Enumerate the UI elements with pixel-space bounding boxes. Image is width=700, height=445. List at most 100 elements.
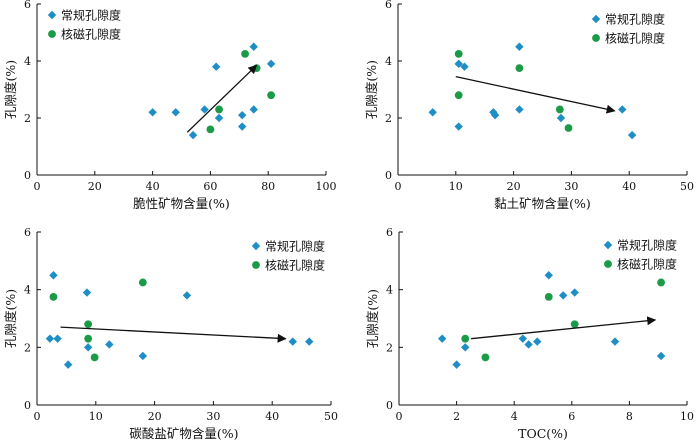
nmr-porosity-point	[49, 292, 58, 301]
x-axis-title: 碳酸盐矿物含量(%)	[129, 426, 238, 441]
legend-circle-icon	[48, 30, 56, 38]
conventional-porosity-point	[438, 334, 447, 343]
legend-label-nmr: 核磁孔隙度	[617, 257, 677, 272]
x-tick-label: 20	[507, 180, 521, 193]
legend-circle-icon	[604, 260, 612, 268]
conventional-porosity-point	[188, 130, 198, 140]
conventional-porosity-point	[249, 105, 258, 114]
nmr-porosity-point	[481, 353, 490, 362]
conventional-porosity-point	[627, 130, 637, 140]
y-tick-label: 2	[24, 341, 31, 354]
conventional-porosity-point	[105, 340, 114, 349]
x-tick-label: 40	[622, 180, 636, 193]
x-tick-label: 2	[453, 410, 460, 423]
nmr-porosity-point	[84, 334, 93, 343]
conventional-porosity-point	[305, 337, 314, 346]
conventional-porosity-point	[570, 288, 579, 297]
y-axis-title: 孔隙度(%)	[364, 60, 379, 119]
legend-diamond-icon	[603, 240, 613, 250]
legend-label-nmr: 核磁孔隙度	[61, 27, 121, 42]
y-tick-label: 6	[385, 0, 392, 11]
conventional-porosity-point	[148, 108, 157, 117]
conventional-porosity-point	[214, 113, 224, 123]
y-tick-label: 4	[386, 284, 393, 297]
nmr-porosity-point	[84, 320, 93, 329]
x-tick-label: 10	[89, 410, 103, 423]
x-tick-label: 6	[568, 410, 575, 423]
conventional-porosity-point	[610, 337, 620, 346]
y-tick-label: 0	[24, 169, 31, 182]
legend-diamond-icon	[591, 14, 601, 24]
legend-diamond-icon	[47, 10, 57, 20]
legend-circle-icon	[252, 261, 260, 269]
conventional-porosity-point	[461, 343, 470, 352]
y-tick-label: 2	[24, 112, 31, 125]
nmr-porosity-point	[241, 49, 249, 58]
nmr-porosity-point	[544, 292, 553, 301]
y-axis-title: 孔隙度(%)	[3, 289, 18, 348]
conventional-porosity-point	[82, 288, 92, 297]
conventional-porosity-point	[83, 343, 93, 352]
y-tick-label: 6	[386, 226, 393, 239]
conventional-porosity-point	[49, 271, 58, 280]
legend-label-conventional: 常规孔隙度	[265, 239, 325, 254]
y-tick-label: 0	[24, 399, 31, 412]
conventional-porosity-point	[63, 360, 73, 369]
x-tick-label: 0	[34, 180, 41, 193]
conventional-porosity-point	[533, 337, 542, 346]
x-tick-label: 10	[449, 180, 463, 193]
y-tick-label: 4	[24, 55, 31, 68]
conventional-porosity-point	[618, 105, 627, 114]
x-tick-label: 30	[564, 180, 578, 193]
y-axis-title: 孔隙度(%)	[365, 289, 380, 348]
nmr-porosity-point	[454, 91, 463, 100]
conventional-porosity-point	[460, 62, 469, 71]
conventional-porosity-point	[45, 334, 55, 343]
legend-label-conventional: 常规孔隙度	[605, 12, 665, 27]
legend-label-nmr: 核磁孔隙度	[265, 258, 325, 273]
x-axis-title: 脆性矿物含量(%)	[133, 196, 230, 211]
scatter-panel-3: 0 10 20 30 40 50 0 2 4 6 碳酸盐矿物含量(%) 孔隙度(%) 常规孔隙度核磁孔隙…	[3, 226, 338, 441]
y-tick-label: 2	[386, 341, 393, 354]
nmr-porosity-point	[515, 64, 524, 73]
x-tick-label: 0	[396, 410, 403, 423]
conventional-porosity-point	[452, 360, 461, 369]
conventional-porosity-point	[656, 351, 666, 361]
trend-arrow	[455, 76, 616, 114]
nmr-porosity-point	[206, 125, 215, 134]
conventional-porosity-point	[237, 122, 247, 131]
conventional-porosity-point	[515, 105, 524, 114]
conventional-porosity-point	[266, 59, 276, 69]
nmr-porosity-point	[454, 49, 463, 58]
y-tick-label: 2	[385, 112, 392, 125]
conventional-porosity-point	[454, 122, 463, 131]
nmr-porosity-point	[564, 124, 573, 132]
nmr-porosity-point	[570, 320, 579, 329]
nmr-porosity-point	[555, 105, 564, 114]
x-tick-label: 50	[680, 180, 694, 193]
y-tick-label: 4	[385, 55, 392, 68]
trend-arrow	[60, 326, 287, 343]
conventional-porosity-point	[544, 271, 553, 280]
x-tick-label: 20	[88, 180, 102, 193]
x-tick-label: 80	[261, 180, 275, 193]
nmr-porosity-point	[90, 353, 99, 362]
conventional-porosity-point	[558, 291, 568, 300]
y-tick-label: 6	[24, 0, 31, 11]
conventional-porosity-point	[518, 334, 528, 343]
conventional-porosity-point	[182, 291, 192, 300]
conventional-porosity-point	[428, 108, 437, 117]
legend-label-conventional: 常规孔隙度	[61, 8, 121, 23]
legend-label-nmr: 核磁孔隙度	[605, 31, 665, 46]
conventional-porosity-point	[249, 42, 258, 51]
y-tick-label: 4	[24, 284, 31, 297]
conventional-porosity-point	[556, 113, 566, 123]
y-tick-label: 6	[24, 226, 31, 239]
x-tick-label: 40	[146, 180, 160, 193]
legend-circle-icon	[592, 34, 600, 42]
conventional-porosity-point	[138, 351, 148, 361]
